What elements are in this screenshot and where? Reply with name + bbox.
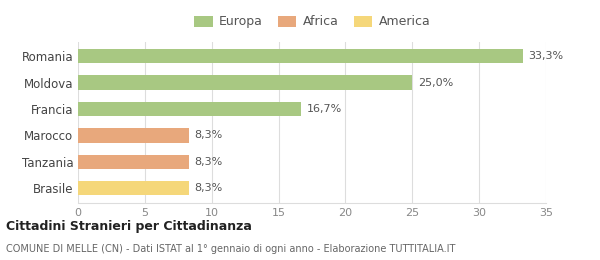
Bar [78, 154, 189, 169]
Bar [78, 102, 301, 116]
Text: Cittadini Stranieri per Cittadinanza: Cittadini Stranieri per Cittadinanza [6, 220, 252, 233]
Text: COMUNE DI MELLE (CN) - Dati ISTAT al 1° gennaio di ogni anno - Elaborazione TUTT: COMUNE DI MELLE (CN) - Dati ISTAT al 1° … [6, 244, 455, 254]
Text: 25,0%: 25,0% [418, 77, 453, 88]
Bar [78, 128, 189, 143]
Text: 8,3%: 8,3% [194, 131, 223, 140]
Text: 8,3%: 8,3% [194, 157, 223, 167]
Bar [78, 49, 523, 63]
Bar [78, 75, 412, 90]
Text: 16,7%: 16,7% [307, 104, 342, 114]
Text: 8,3%: 8,3% [194, 183, 223, 193]
Legend: Europa, Africa, America: Europa, Africa, America [190, 12, 434, 32]
Text: 33,3%: 33,3% [529, 51, 564, 61]
Bar [78, 181, 189, 196]
